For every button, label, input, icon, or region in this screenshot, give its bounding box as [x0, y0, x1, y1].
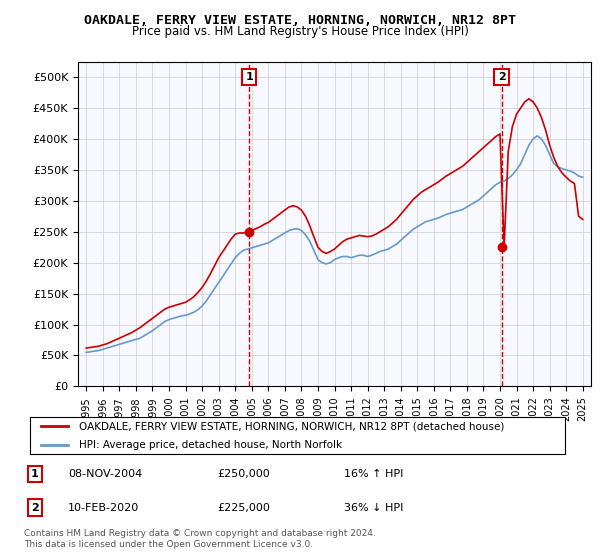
Text: £250,000: £250,000	[217, 469, 270, 479]
Text: Contains HM Land Registry data © Crown copyright and database right 2024.
This d: Contains HM Land Registry data © Crown c…	[24, 529, 376, 549]
Text: 2: 2	[31, 502, 39, 512]
FancyBboxPatch shape	[29, 417, 565, 454]
Text: OAKDALE, FERRY VIEW ESTATE, HORNING, NORWICH, NR12 8PT: OAKDALE, FERRY VIEW ESTATE, HORNING, NOR…	[84, 14, 516, 27]
Text: 10-FEB-2020: 10-FEB-2020	[68, 502, 139, 512]
Text: 2: 2	[498, 72, 506, 82]
Text: OAKDALE, FERRY VIEW ESTATE, HORNING, NORWICH, NR12 8PT (detached house): OAKDALE, FERRY VIEW ESTATE, HORNING, NOR…	[79, 421, 505, 431]
Text: 08-NOV-2004: 08-NOV-2004	[68, 469, 142, 479]
Text: 1: 1	[31, 469, 39, 479]
Text: 36% ↓ HPI: 36% ↓ HPI	[344, 502, 404, 512]
Text: £225,000: £225,000	[217, 502, 270, 512]
Text: HPI: Average price, detached house, North Norfolk: HPI: Average price, detached house, Nort…	[79, 440, 343, 450]
Text: Price paid vs. HM Land Registry's House Price Index (HPI): Price paid vs. HM Land Registry's House …	[131, 25, 469, 38]
Text: 16% ↑ HPI: 16% ↑ HPI	[344, 469, 404, 479]
Text: 1: 1	[245, 72, 253, 82]
